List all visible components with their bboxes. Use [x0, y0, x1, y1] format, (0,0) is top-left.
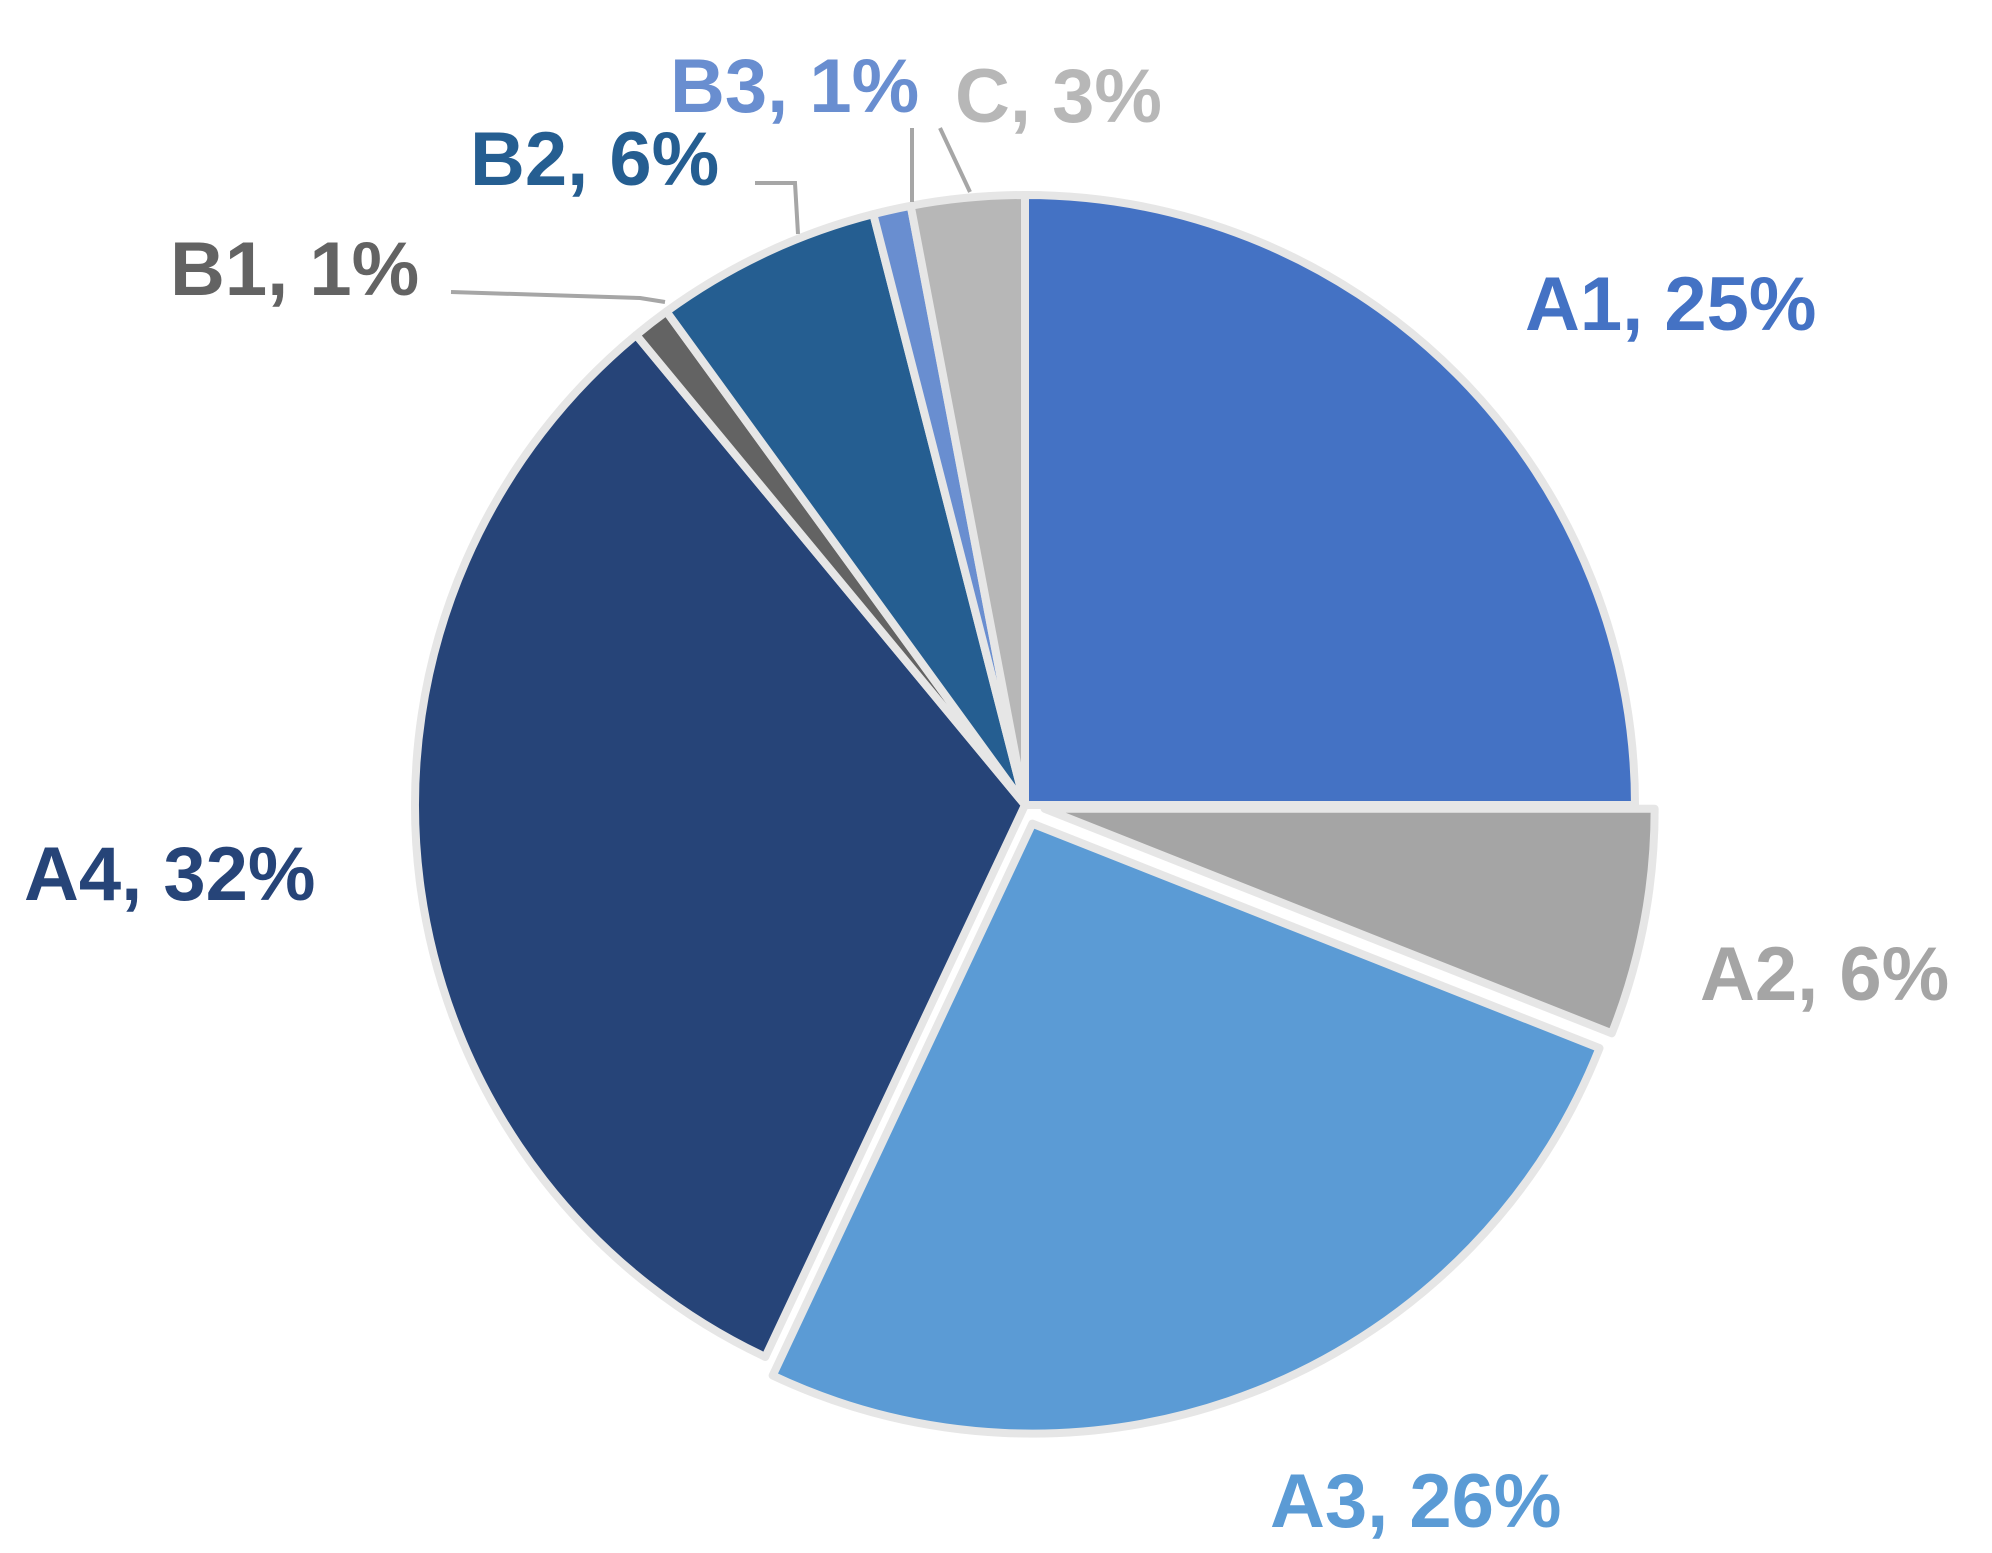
pie-slice-a4	[411, 330, 1029, 1361]
data-label-c: C, 3%	[955, 54, 1162, 139]
data-label-b2: B2, 6%	[470, 117, 719, 202]
data-label-b3: B3, 1%	[670, 44, 919, 129]
pie-slice-a1	[1021, 191, 1639, 809]
data-labels: A1, 25% A2, 6% A3, 26% A4, 32% B1, 1% B2, 6%B…	[24, 44, 1949, 1544]
pie-slice-b2	[662, 210, 1029, 809]
data-label-b1: B1, 1%	[170, 227, 419, 312]
leader-line-c	[938, 127, 972, 193]
data-label-a4: A4, 32%	[24, 832, 316, 917]
pie-slice-c	[906, 191, 1029, 809]
leader-lines	[450, 127, 972, 304]
leader-line-b2	[755, 181, 800, 235]
pie-slice-a2	[1040, 804, 1659, 1038]
data-label-a1: A1, 25%	[1525, 262, 1817, 347]
leader-line-b1	[450, 290, 666, 304]
data-label-a3: A3, 26%	[1270, 1459, 1562, 1544]
pie-slice-a3	[768, 819, 1604, 1438]
pie-slices	[411, 191, 1659, 1438]
data-label-a2: A2, 6%	[1700, 932, 1949, 1017]
